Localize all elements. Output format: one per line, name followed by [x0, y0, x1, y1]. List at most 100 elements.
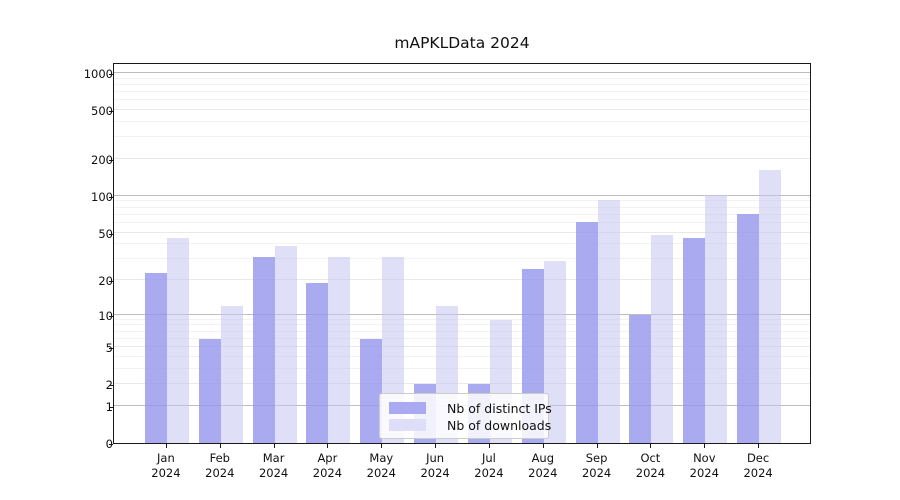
bar-distinct-ips-mar	[252, 257, 275, 443]
x-tick-label-aug: Aug 2024	[528, 451, 558, 480]
y-tick-5	[109, 348, 113, 350]
gridline-y-600	[114, 99, 810, 101]
gridline-y-80	[114, 206, 810, 208]
x-tick-label-dec: Dec 2024	[743, 451, 773, 480]
y-tick-2	[109, 385, 113, 387]
gridline-y-3	[114, 367, 810, 369]
x-tick-label-feb: Feb 2024	[205, 451, 235, 480]
bar-distinct-ips-nov	[683, 238, 706, 443]
x-tick-oct	[650, 444, 652, 448]
x-tick-label-jul: Jul 2024	[474, 451, 504, 480]
y-tick-1000	[109, 74, 113, 75]
gridline-y-90	[114, 200, 810, 202]
x-tick-label-sep: Sep 2024	[581, 451, 612, 480]
x-axis: Jan 2024 Feb 2024 Mar 2024 Apr 2024 May 2024…	[113, 444, 811, 494]
legend-swatch-downloads	[389, 419, 426, 431]
gridline-y-1000	[114, 72, 810, 73]
x-tick-aug	[542, 444, 544, 448]
bar-downloads-apr	[328, 257, 351, 443]
bar-distinct-ips-apr	[306, 282, 329, 443]
gridline-y-60	[114, 221, 810, 223]
gridline-y-70	[114, 213, 810, 215]
y-axis: 0 1 2 5 10 20 50 100 200 500 1000	[0, 63, 113, 451]
gridline-y-6	[114, 337, 810, 339]
x-tick-mar	[273, 444, 275, 448]
bar-distinct-ips-dec	[737, 214, 760, 443]
gridline-y-20	[114, 279, 810, 280]
y-tick-500	[109, 111, 113, 113]
bar-downloads-oct	[651, 234, 674, 443]
y-tick-10	[109, 315, 113, 317]
y-tick-20	[109, 281, 113, 282]
x-tick-label-may: May 2024	[366, 451, 396, 480]
gridline-y-200	[114, 158, 810, 159]
chart-title: mAPKLData 2024	[394, 34, 530, 52]
x-tick-nov	[704, 444, 706, 448]
legend-item-distinct-ips: Nb of distinct IPs	[389, 400, 552, 416]
x-tick-sep	[596, 444, 598, 448]
bar-downloads-feb	[220, 305, 243, 443]
x-tick-label-apr: Apr 2024	[312, 451, 343, 480]
gridline-y-50	[114, 231, 810, 233]
y-tick-label-10: 10	[98, 308, 113, 323]
plot-area: Nb of distinct IPs Nb of downloads	[113, 63, 811, 444]
gridline-y-30	[114, 258, 810, 260]
y-tick-label-2: 2	[105, 378, 113, 393]
x-tick-label-jun: Jun 2024	[420, 451, 450, 480]
y-tick-label-1000: 1000	[83, 67, 113, 81]
gridline-y-8	[114, 324, 810, 326]
gridline-y-500	[114, 109, 810, 111]
x-tick-label-jan: Jan 2024	[151, 451, 181, 480]
y-tick-0	[109, 444, 113, 445]
y-tick-50	[109, 233, 113, 235]
x-tick-feb	[219, 444, 221, 448]
x-tick-label-oct: Oct 2024	[635, 451, 666, 480]
x-tick-label-mar: Mar 2024	[258, 451, 289, 480]
gridline-y-2	[114, 383, 810, 385]
x-tick-apr	[327, 444, 329, 448]
gridline-y-10	[114, 313, 810, 315]
y-tick-1	[109, 406, 113, 408]
y-tick-label-500: 500	[91, 104, 113, 119]
gridline-y-400	[114, 121, 810, 122]
legend-item-downloads: Nb of downloads	[389, 417, 551, 433]
gridline-y-40	[114, 243, 810, 245]
y-tick-label-5: 5	[105, 341, 113, 356]
x-tick-jul	[488, 444, 490, 448]
bar-distinct-ips-feb	[198, 338, 221, 443]
gridline-y-4	[114, 355, 810, 357]
x-tick-may	[381, 444, 383, 448]
gridline-y-700	[114, 91, 810, 93]
x-tick-jan	[165, 444, 167, 448]
y-tick-label-20: 20	[98, 274, 113, 288]
legend-swatch-distinct-ips	[389, 402, 426, 414]
y-tick-label-0: 0	[105, 437, 113, 451]
legend-label-downloads: Nb of downloads	[447, 417, 552, 433]
y-tick-100	[109, 196, 113, 198]
gridline-y-100	[114, 194, 810, 196]
y-tick-label-1: 1	[105, 399, 113, 414]
bar-downloads-jan	[166, 238, 189, 443]
y-tick-200	[109, 160, 113, 161]
y-tick-label-100: 100	[91, 189, 113, 204]
bar-distinct-ips-sep	[575, 222, 598, 443]
bar-distinct-ips-jan	[144, 272, 167, 443]
gridline-y-800	[114, 84, 810, 85]
bar-distinct-ips-may	[360, 338, 383, 443]
gridline-y-7	[114, 330, 810, 332]
legend: Nb of distinct IPs Nb of downloads	[379, 393, 552, 439]
bar-downloads-dec	[759, 169, 782, 443]
x-tick-label-nov: Nov 2024	[689, 451, 719, 480]
y-tick-label-200: 200	[91, 153, 113, 167]
legend-label-distinct-ips: Nb of distinct IPs	[447, 400, 552, 416]
x-tick-jun	[435, 444, 437, 448]
gridline-y-900	[114, 77, 810, 79]
gridline-y-9	[114, 318, 810, 320]
gridline-y-5	[114, 346, 810, 348]
bar-downloads-sep	[597, 199, 620, 443]
y-tick-label-50: 50	[98, 226, 113, 241]
bar-distinct-ips-oct	[629, 314, 652, 443]
bar-downloads-mar	[274, 245, 297, 443]
bar-downloads-nov	[705, 195, 728, 443]
